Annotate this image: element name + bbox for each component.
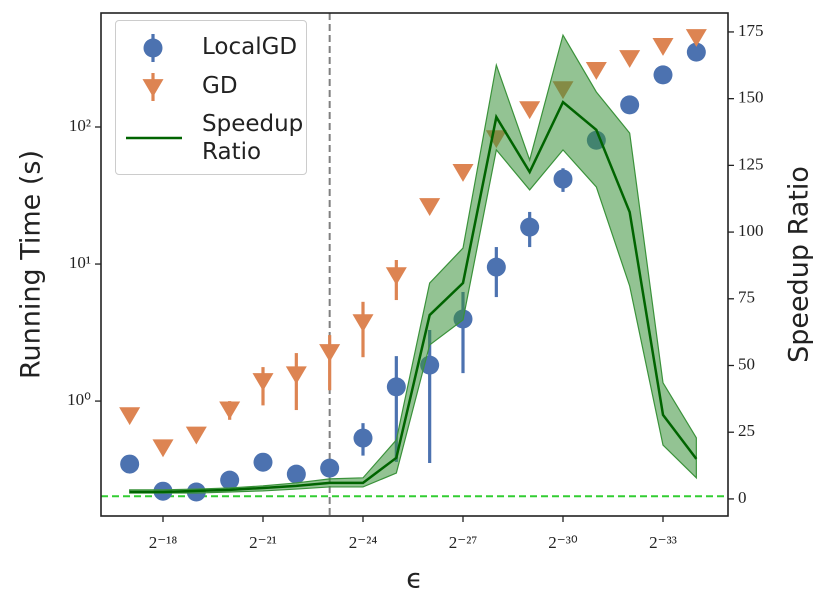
- y-tick-label: 10⁰: [67, 390, 91, 409]
- point: [119, 407, 141, 426]
- point: [253, 452, 273, 472]
- point: [185, 426, 207, 445]
- legend: LocalGD GD Speedup Ratio: [115, 20, 307, 175]
- point: [520, 217, 540, 237]
- axes-frame: [100, 12, 729, 517]
- legend-label: LocalGD: [202, 34, 298, 60]
- point: [252, 373, 274, 392]
- y-tick-label: 10²: [69, 116, 91, 135]
- y2-tick-label: 150: [738, 88, 764, 107]
- x-tick-label: 2⁻²¹: [249, 533, 277, 552]
- y2-axis-label: Speedup Ratio: [784, 166, 815, 363]
- point: [220, 470, 240, 490]
- point: [452, 164, 474, 182]
- point: [320, 458, 340, 478]
- point: [519, 101, 541, 120]
- point: [685, 29, 707, 47]
- point: [352, 314, 374, 333]
- y2-tick-label: 125: [738, 154, 764, 173]
- x-tick-label: 2⁻³⁰: [548, 533, 578, 552]
- point: [585, 62, 607, 80]
- point: [486, 257, 506, 277]
- legend-keys: [126, 34, 182, 140]
- x-axis-label: ϵ: [406, 564, 423, 595]
- point: [620, 95, 640, 115]
- y-tick-label: 10¹: [69, 253, 91, 272]
- point: [385, 267, 407, 286]
- point: [120, 454, 140, 474]
- point: [219, 401, 241, 420]
- point: [419, 198, 441, 217]
- y2-tick-label: 25: [738, 421, 755, 440]
- point: [386, 377, 406, 397]
- legend-key: [143, 38, 163, 58]
- confidence-band: [129, 33, 697, 494]
- point: [652, 37, 674, 56]
- x-tick-label: 2⁻²⁷: [449, 533, 478, 552]
- point: [686, 42, 706, 62]
- y2-tick-label: 175: [738, 21, 764, 40]
- point: [286, 464, 306, 484]
- x-tick-label: 2⁻³³: [649, 533, 677, 552]
- point: [653, 65, 673, 85]
- y2-tick-label: 100: [738, 221, 764, 240]
- point: [353, 428, 373, 448]
- legend-label: Speedup Ratio: [202, 111, 304, 165]
- y2-tick-label: 75: [738, 288, 755, 307]
- x-tick-label: 2⁻¹⁸: [149, 533, 178, 552]
- y-axis-label: Running Time (s): [16, 150, 47, 379]
- y2-tick-label: 0: [738, 488, 747, 507]
- point: [152, 439, 174, 458]
- y2-tick-label: 50: [738, 354, 755, 373]
- point: [553, 169, 573, 189]
- x-tick-label: 2⁻²⁴: [349, 533, 378, 552]
- point: [619, 50, 641, 68]
- legend-key: [142, 79, 164, 97]
- point: [319, 344, 341, 362]
- point: [285, 366, 307, 385]
- line: [129, 100, 698, 494]
- legend-label: GD: [202, 73, 238, 99]
